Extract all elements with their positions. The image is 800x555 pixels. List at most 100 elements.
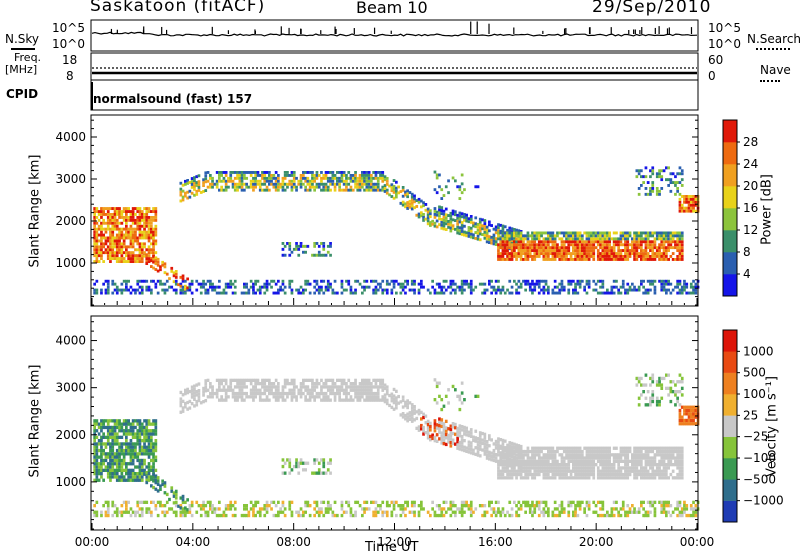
power-cell bbox=[359, 177, 362, 180]
power-cell bbox=[595, 246, 598, 249]
power-cell bbox=[660, 286, 663, 289]
velocity-cell bbox=[175, 493, 178, 496]
velocity-cell bbox=[554, 501, 557, 504]
power-cell bbox=[334, 189, 337, 192]
power-cell bbox=[111, 237, 114, 240]
power-cell bbox=[438, 286, 441, 289]
power-cell bbox=[218, 174, 221, 177]
velocity-cell bbox=[309, 392, 312, 395]
power-cell bbox=[266, 189, 269, 192]
velocity-cell bbox=[96, 459, 99, 462]
power-cell bbox=[309, 171, 312, 174]
velocity-cell bbox=[313, 382, 316, 385]
velocity-cell bbox=[152, 456, 155, 459]
velocity-cell bbox=[121, 465, 124, 468]
power-cell bbox=[531, 246, 534, 249]
power-cell bbox=[145, 207, 148, 210]
velocity-cell bbox=[111, 501, 114, 504]
power-cell bbox=[102, 219, 105, 222]
velocity-cell bbox=[524, 460, 527, 463]
power-cell bbox=[395, 181, 398, 184]
power-cell bbox=[152, 245, 155, 248]
power-cell bbox=[520, 255, 523, 258]
velocity-cell bbox=[338, 395, 341, 398]
power-cell bbox=[155, 268, 158, 271]
velocity-cell bbox=[307, 392, 310, 395]
velocity-cell bbox=[490, 514, 493, 517]
power-cell bbox=[636, 255, 639, 258]
power-cell bbox=[461, 227, 464, 230]
velocity-cell bbox=[148, 449, 151, 452]
velocity-cell bbox=[515, 447, 518, 450]
velocity-cell bbox=[495, 511, 498, 514]
power-cell bbox=[518, 280, 521, 283]
power-cell bbox=[511, 246, 514, 249]
power-cell bbox=[139, 225, 142, 228]
power-cell bbox=[132, 234, 135, 237]
power-cell bbox=[295, 189, 298, 192]
power-cell bbox=[508, 237, 511, 240]
velocity-cell bbox=[123, 456, 126, 459]
velocity-cell bbox=[220, 399, 223, 402]
power-cell bbox=[98, 245, 101, 248]
power-cell bbox=[216, 183, 219, 186]
power-cell bbox=[561, 258, 564, 261]
power-cell bbox=[454, 179, 457, 182]
velocity-cell bbox=[261, 382, 264, 385]
velocity-cell bbox=[263, 382, 266, 385]
velocity-cell bbox=[552, 453, 555, 456]
power-cell bbox=[229, 180, 232, 183]
power-cell bbox=[504, 243, 507, 246]
velocity-cell bbox=[461, 435, 464, 438]
velocity-cell bbox=[592, 456, 595, 459]
power-cell bbox=[454, 283, 457, 286]
power-cell bbox=[511, 249, 514, 252]
power-cell bbox=[459, 197, 462, 200]
velocity-cell bbox=[148, 446, 151, 449]
velocity-cell bbox=[438, 504, 441, 507]
power-cell bbox=[155, 207, 158, 210]
power-cell bbox=[567, 246, 570, 249]
power-cell bbox=[175, 292, 178, 295]
power-cell bbox=[211, 177, 214, 180]
power-cell bbox=[429, 221, 432, 224]
power-cell bbox=[461, 292, 464, 295]
velocity-cell bbox=[470, 428, 473, 431]
velocity-cell bbox=[583, 473, 586, 476]
power-cell bbox=[193, 185, 196, 188]
power-cell bbox=[411, 283, 414, 286]
velocity-cell bbox=[100, 446, 103, 449]
power-cell bbox=[583, 249, 586, 252]
power-cell bbox=[152, 231, 155, 234]
power-cell bbox=[375, 289, 378, 292]
velocity-cell bbox=[127, 423, 130, 426]
power-cell bbox=[586, 292, 589, 295]
power-cell bbox=[556, 234, 559, 237]
velocity-cell bbox=[116, 479, 119, 482]
velocity-cell bbox=[590, 463, 593, 466]
power-cell bbox=[166, 273, 169, 276]
velocity-cell bbox=[189, 400, 192, 403]
power-cell bbox=[538, 249, 541, 252]
velocity-cell bbox=[145, 501, 148, 504]
velocity-cell bbox=[547, 473, 550, 476]
velocity-cell bbox=[236, 385, 239, 388]
power-cell bbox=[490, 280, 493, 283]
power-cell bbox=[583, 243, 586, 246]
power-cell bbox=[404, 292, 407, 295]
power-cell bbox=[663, 240, 666, 243]
velocity-cell bbox=[268, 399, 271, 402]
velocity-cell bbox=[445, 430, 448, 433]
power-cell bbox=[132, 219, 135, 222]
velocity-cell bbox=[497, 450, 500, 453]
velocity-cell bbox=[552, 463, 555, 466]
power-cell bbox=[511, 252, 514, 255]
power-cell bbox=[443, 286, 446, 289]
velocity-cell bbox=[100, 514, 103, 517]
power-cell bbox=[134, 260, 137, 263]
power-cell bbox=[277, 189, 280, 192]
velocity-cell bbox=[402, 405, 405, 408]
velocity-cell bbox=[579, 507, 582, 510]
velocity-cell bbox=[141, 472, 144, 475]
power-cell bbox=[347, 283, 350, 286]
